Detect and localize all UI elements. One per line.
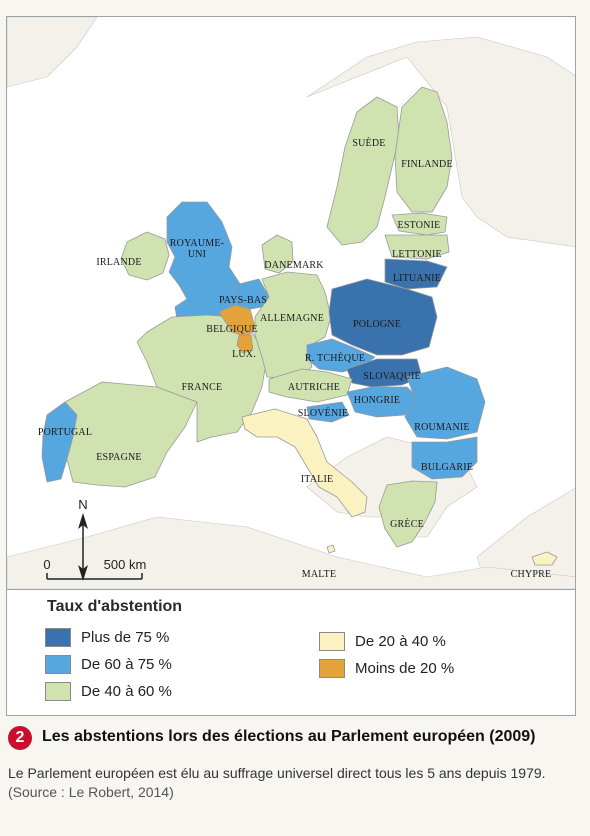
figure-number-badge: 2 <box>8 726 32 750</box>
country-label-italie: ITALIE <box>301 474 334 485</box>
non-eu-land-2 <box>306 36 575 589</box>
country-bulgarie <box>411 436 478 480</box>
country-label-danemark: DANEMARK <box>264 260 324 271</box>
legend-swatch-lt20 <box>319 658 345 678</box>
country-autriche <box>268 368 353 403</box>
country-label-allemagne: ALLEMAGNE <box>260 313 324 324</box>
country-lettonie <box>384 234 450 260</box>
legend-title: Taux d'abstention <box>47 598 183 615</box>
non-eu-land-4 <box>7 516 575 589</box>
country-label-espagne: ESPAGNE <box>96 452 142 463</box>
country-label-estonie: ESTONIE <box>398 220 441 231</box>
country-italie <box>241 408 368 518</box>
country-danemark <box>261 234 294 274</box>
legend: Taux d'abstention Plus de 75 % De 60 à 7… <box>7 589 575 715</box>
figure-title: Les abstentions lors des élections au Pa… <box>42 728 536 745</box>
country-estonie <box>391 212 448 236</box>
map-area: ROYAUME-UNI IRLANDE PORTUGAL ESPAGNE FRANCE B… <box>7 17 575 589</box>
legend-label-20-40: De 20 à 40 % <box>355 632 446 650</box>
legend-label-60-75: De 60 à 75 % <box>81 655 172 673</box>
country-lituanie <box>384 258 448 290</box>
country-allemagne <box>254 271 332 380</box>
country-label-france: FRANCE <box>182 382 223 393</box>
legend-label-lt20: Moins de 20 % <box>355 659 455 677</box>
country-chypre <box>531 551 558 566</box>
north-label: N <box>78 497 87 512</box>
country-label-portugal: PORTUGAL <box>38 427 92 438</box>
country-finlande <box>394 86 453 213</box>
caption-source: (Source : Le Robert, 2014) <box>8 784 174 800</box>
country-lux <box>236 334 254 354</box>
north-arrow-icon: N <box>78 497 88 581</box>
country-label-finlande: FINLANDE <box>401 159 453 170</box>
country-roumanie <box>404 366 486 440</box>
legend-item-20-40: De 20 à 40 % <box>319 630 446 652</box>
country-label-r-tcheque: R. TCHÈQUE <box>305 352 365 364</box>
legend-item-lt20: Moins de 20 % <box>319 657 454 679</box>
caption-description: Le Parlement européen est élu au suffrag… <box>8 765 546 781</box>
country-label-autriche: AUTRICHE <box>288 382 340 393</box>
country-label-hongrie: HONGRIE <box>354 395 400 406</box>
country-malte <box>326 544 336 554</box>
scale-bar: 0 500 km <box>43 557 147 580</box>
legend-item-gt75: Plus de 75 % <box>45 626 169 648</box>
country-label-belgique: BELGIQUE <box>206 324 258 335</box>
legend-item-40-60: De 40 à 60 % <box>45 680 172 702</box>
scale-distance-label: 500 km <box>104 557 147 572</box>
legend-label-40-60: De 40 à 60 % <box>81 682 172 700</box>
legend-swatch-40-60 <box>45 681 71 701</box>
country-label-lettonie: LETTONIE <box>392 249 442 260</box>
country-label-slovaquie: SLOVAQUIE <box>363 371 421 382</box>
country-label-slovenie: SLOVÉNIE <box>298 407 348 419</box>
country-pologne <box>328 278 438 356</box>
country-label-royaume-uni: ROYAUME-UNI <box>170 238 224 260</box>
caption-text-block: Le Parlement européen est élu au suffrag… <box>8 764 582 802</box>
map-figure: ROYAUME-UNI IRLANDE PORTUGAL ESPAGNE FRANCE B… <box>6 16 576 716</box>
country-label-bulgarie: BULGARIE <box>421 462 473 473</box>
country-label-irlande: IRLANDE <box>96 257 141 268</box>
legend-swatch-gt75 <box>45 627 71 647</box>
legend-label-gt75: Plus de 75 % <box>81 628 170 646</box>
country-label-grece: GRÈCE <box>390 518 424 530</box>
country-label-lituanie: LITUANIE <box>393 273 441 284</box>
legend-swatch-20-40 <box>319 631 345 651</box>
country-label-roumanie: ROUMANIE <box>414 422 470 433</box>
country-label-suede: SUÈDE <box>352 137 385 149</box>
scale-zero-label: 0 <box>43 557 50 572</box>
legend-swatch-60-75 <box>45 654 71 674</box>
country-label-pologne: POLOGNE <box>353 319 401 330</box>
country-irlande <box>120 231 170 281</box>
country-label-malte: MALTE <box>302 569 337 580</box>
country-grece <box>378 480 438 548</box>
country-label-lux: LUX. <box>232 349 256 360</box>
country-slovenie <box>306 401 350 423</box>
non-eu-land-1 <box>7 17 98 88</box>
country-label-pays-bas: PAYS-BAS <box>219 295 267 306</box>
legend-item-60-75: De 60 à 75 % <box>45 653 172 675</box>
europe-map: ROYAUME-UNI IRLANDE PORTUGAL ESPAGNE FRANCE B… <box>7 17 575 589</box>
country-label-chypre: CHYPRE <box>511 569 552 580</box>
